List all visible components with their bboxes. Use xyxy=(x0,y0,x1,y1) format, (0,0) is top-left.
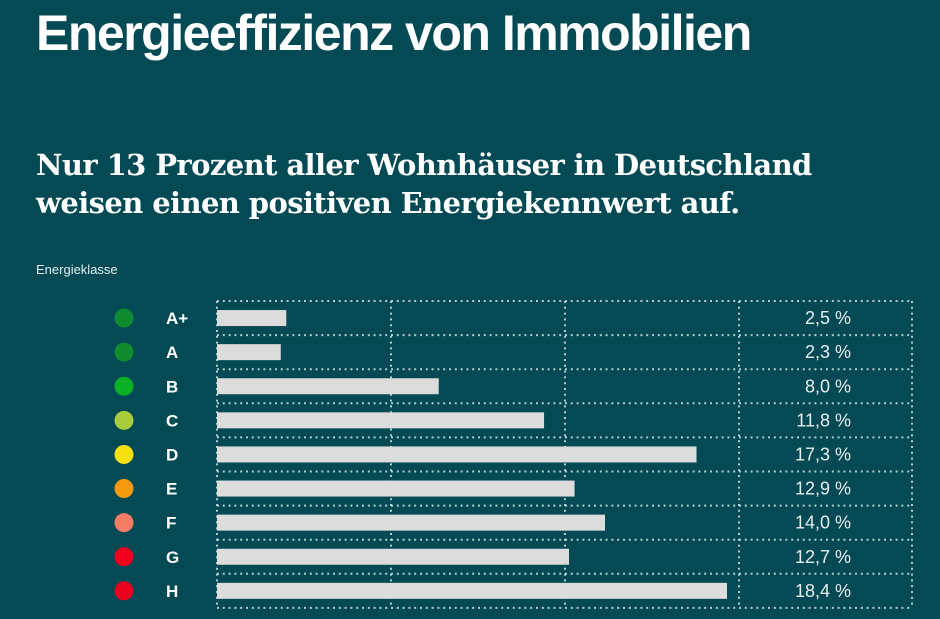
bar xyxy=(217,514,606,531)
category-label: D xyxy=(166,445,178,464)
value-label: 17,3 % xyxy=(795,444,851,464)
bar xyxy=(217,378,439,395)
subtitle: Nur 13 Prozent aller Wohnhäuser in Deuts… xyxy=(36,146,916,222)
category-label: A xyxy=(166,343,178,362)
energy-class-dot-icon xyxy=(114,513,134,533)
energy-class-dot-icon xyxy=(114,444,134,464)
value-label: 18,4 % xyxy=(795,581,851,601)
value-label: 11,8 % xyxy=(796,410,851,430)
bar xyxy=(217,446,697,463)
subtitle-line-2: weisen einen positiven Energiekennwert a… xyxy=(36,186,740,220)
energy-class-dot-icon xyxy=(114,410,134,430)
bar xyxy=(217,344,281,361)
energy-class-dot-icon xyxy=(114,376,134,396)
category-label: F xyxy=(166,514,176,533)
category-axis-label: Energieklasse xyxy=(36,262,118,277)
value-label: 12,9 % xyxy=(795,479,851,499)
value-label: 2,3 % xyxy=(805,342,851,362)
bar xyxy=(217,548,570,565)
energy-class-dot-icon xyxy=(114,308,134,328)
subtitle-line-1: Nur 13 Prozent aller Wohnhäuser in Deuts… xyxy=(36,148,812,182)
bar xyxy=(217,310,287,327)
value-label: 2,5 % xyxy=(805,308,851,328)
value-label: 8,0 % xyxy=(805,376,851,396)
category-label: A+ xyxy=(166,309,188,328)
bar xyxy=(217,480,575,497)
energy-class-dot-icon xyxy=(114,581,134,601)
category-label: E xyxy=(166,480,177,499)
category-label: G xyxy=(166,548,179,567)
energy-class-dot-icon xyxy=(114,547,134,567)
value-label: 12,7 % xyxy=(795,547,851,567)
category-label: H xyxy=(166,582,178,601)
value-label: 14,0 % xyxy=(795,513,851,533)
category-label: C xyxy=(166,411,178,430)
category-label: B xyxy=(166,377,178,396)
page-title: Energieeffizienz von Immobilien xyxy=(36,5,752,61)
energy-class-dot-icon xyxy=(114,479,134,499)
bar xyxy=(217,412,545,429)
bar xyxy=(217,582,727,599)
energy-class-dot-icon xyxy=(114,342,134,362)
